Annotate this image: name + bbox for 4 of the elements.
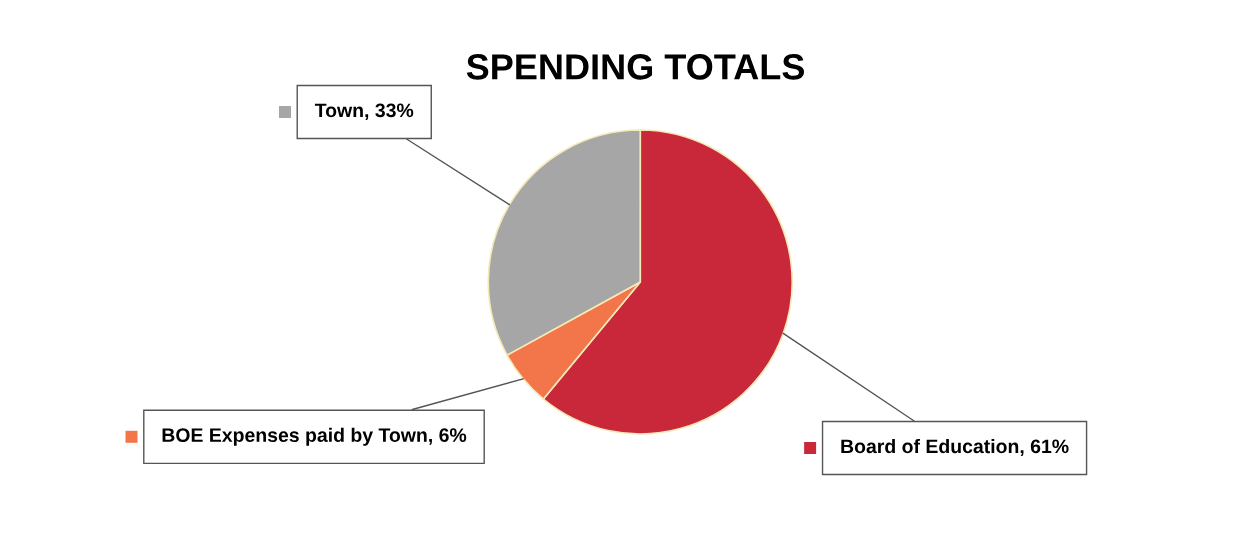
legend-label: Town, 33% [314,103,414,121]
legend-label: Board of Education, 61% [841,438,1069,457]
legend-label: BOE Expenses paid by Town, 6% [162,427,467,446]
chart-title: SPENDING TOTALS [466,54,805,80]
